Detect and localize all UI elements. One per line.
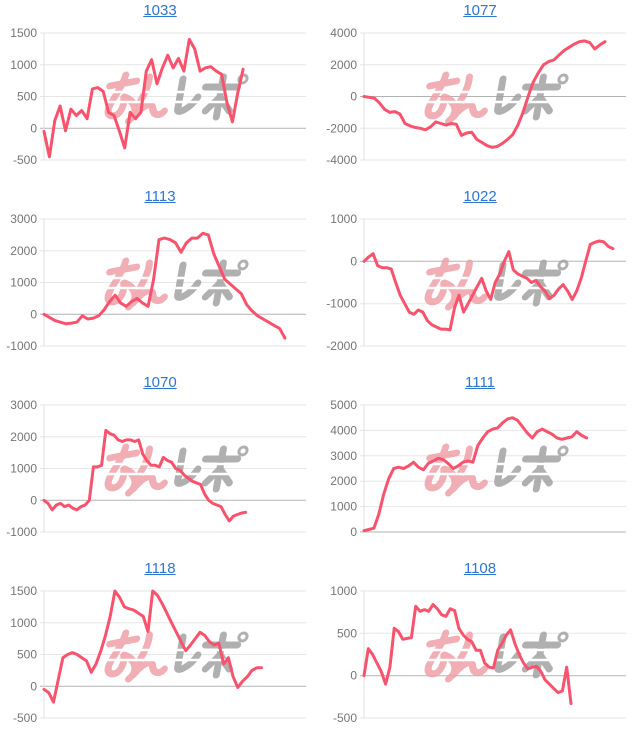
svg-text:0: 0 <box>350 90 357 104</box>
series-line <box>362 239 615 332</box>
minrepo-watermark <box>104 443 249 497</box>
chart-cell: 1111 5000 4000 3000 2000 1000 0 <box>320 372 640 558</box>
svg-text:4000: 4000 <box>330 423 357 437</box>
line-chart: 5000 4000 3000 2000 1000 0 <box>330 398 626 539</box>
svg-text:5000: 5000 <box>330 398 357 412</box>
svg-text:1000: 1000 <box>330 500 357 514</box>
svg-text:0: 0 <box>350 254 357 268</box>
machine-number-link[interactable]: 1113 <box>144 188 176 205</box>
svg-text:500: 500 <box>17 648 37 662</box>
line-chart: 3000 2000 1000 0 -1000 <box>6 212 306 353</box>
svg-text:-1000: -1000 <box>6 525 37 539</box>
line-chart: 4000 2000 0 -2000 -4000 <box>326 26 626 167</box>
svg-text:0: 0 <box>30 679 37 693</box>
machine-number-link[interactable]: 1111 <box>464 374 496 391</box>
svg-text:0: 0 <box>350 525 357 539</box>
series-line <box>42 428 248 523</box>
minrepo-watermark <box>104 257 249 311</box>
minrepo-watermark <box>104 629 249 683</box>
svg-text:-2000: -2000 <box>326 121 357 135</box>
svg-text:1000: 1000 <box>330 212 357 226</box>
svg-text:3000: 3000 <box>10 398 37 412</box>
chart-cell: 1022 1000 0 -1000 -2000 <box>320 186 640 372</box>
svg-text:1500: 1500 <box>10 584 37 598</box>
svg-text:2000: 2000 <box>10 244 37 258</box>
series-line <box>362 39 607 149</box>
chart-cell: 1070 3000 2000 1000 0 -1000 <box>0 372 320 558</box>
svg-text:-500: -500 <box>333 711 357 725</box>
svg-text:1000: 1000 <box>10 58 37 72</box>
svg-text:-500: -500 <box>13 153 37 167</box>
svg-text:0: 0 <box>30 493 37 507</box>
series-line <box>42 231 287 340</box>
svg-text:3000: 3000 <box>10 212 37 226</box>
chart-title-row: 1118 <box>0 558 320 582</box>
svg-text:1000: 1000 <box>10 276 37 290</box>
minrepo-watermark <box>424 71 569 125</box>
chart-title-row: 1108 <box>320 558 640 582</box>
svg-text:-4000: -4000 <box>326 153 357 167</box>
svg-text:1000: 1000 <box>10 616 37 630</box>
svg-text:2000: 2000 <box>10 430 37 444</box>
svg-text:3000: 3000 <box>330 449 357 463</box>
line-chart: 1500 1000 500 0 -500 <box>10 584 306 725</box>
chart-cell: 1118 1500 1000 500 0 -500 <box>0 558 320 744</box>
series-line <box>42 589 263 704</box>
series-line <box>42 37 245 159</box>
chart-cell: 1033 1500 1000 500 0 -500 <box>0 0 320 186</box>
svg-text:500: 500 <box>17 90 37 104</box>
minrepo-watermark <box>424 443 569 497</box>
machine-number-link[interactable]: 1118 <box>144 560 176 577</box>
machine-number-link[interactable]: 1077 <box>463 2 497 19</box>
chart-cell: 1108 1000 500 0 -500 <box>320 558 640 744</box>
svg-text:500: 500 <box>337 626 357 640</box>
svg-text:0: 0 <box>30 307 37 321</box>
svg-text:-2000: -2000 <box>326 339 357 353</box>
chart-title-row: 1113 <box>0 186 320 210</box>
svg-text:0: 0 <box>350 669 357 683</box>
svg-text:2000: 2000 <box>330 58 357 72</box>
chart-title-row: 1070 <box>0 372 320 396</box>
chart-title-row: 1022 <box>320 186 640 210</box>
svg-text:-500: -500 <box>13 711 37 725</box>
chart-cell: 1077 4000 2000 0 -2000 -4000 <box>320 0 640 186</box>
machine-number-link[interactable]: 1070 <box>143 374 177 391</box>
svg-text:1000: 1000 <box>10 462 37 476</box>
machine-number-link[interactable]: 1033 <box>143 2 177 19</box>
svg-text:2000: 2000 <box>330 474 357 488</box>
machine-number-link[interactable]: 1022 <box>463 188 497 205</box>
line-chart: 1000 0 -1000 -2000 <box>326 212 626 353</box>
minrepo-watermark <box>424 257 569 311</box>
chart-title-row: 1033 <box>0 0 320 24</box>
chart-title-row: 1077 <box>320 0 640 24</box>
chart-cell: 1113 3000 2000 1000 0 -1000 <box>0 186 320 372</box>
svg-text:-1000: -1000 <box>6 339 37 353</box>
svg-text:-1000: -1000 <box>326 297 357 311</box>
line-chart: 1000 500 0 -500 <box>330 584 626 725</box>
svg-text:4000: 4000 <box>330 26 357 40</box>
line-chart: 1500 1000 500 0 -500 <box>10 26 306 167</box>
chart-title-row: 1111 <box>320 372 640 396</box>
svg-text:1500: 1500 <box>10 26 37 40</box>
series-line <box>362 416 589 533</box>
series-line <box>362 603 573 706</box>
svg-text:1000: 1000 <box>330 584 357 598</box>
machine-number-link[interactable]: 1108 <box>463 560 497 577</box>
line-chart: 3000 2000 1000 0 -1000 <box>6 398 306 539</box>
svg-text:0: 0 <box>30 121 37 135</box>
